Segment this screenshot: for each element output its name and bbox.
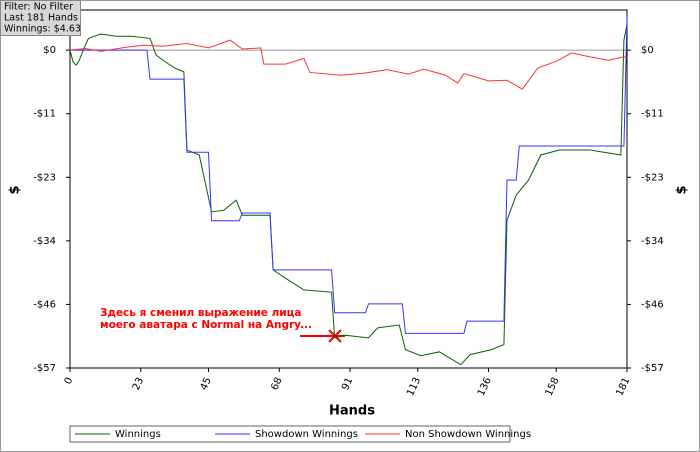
y-axis-title: $ <box>8 185 23 194</box>
series-line <box>69 24 628 366</box>
y2-tick-label: -$23 <box>641 172 664 183</box>
y-tick-label: -$23 <box>33 172 56 183</box>
annotation: Здесь я сменил выражение лица <box>100 307 301 319</box>
info-line: Last 181 Hands <box>4 13 78 24</box>
series-line <box>70 16 628 334</box>
y-tick-label: -$46 <box>33 299 56 310</box>
legend-label: Showdown Winnings <box>255 429 358 440</box>
series-line <box>69 39 628 90</box>
x-axis-title: Hands <box>329 404 375 419</box>
legend <box>69 425 511 443</box>
legend-label: Non Showdown Winnings <box>405 429 531 440</box>
y-tick-label: -$34 <box>33 236 56 247</box>
y2-tick-label: -$11 <box>641 109 664 120</box>
x-tick-label: 23 <box>131 376 146 392</box>
legend-label: Winnings <box>115 429 161 440</box>
y2-tick-label: -$57 <box>641 363 664 374</box>
y2-tick-label: $0 <box>641 45 654 56</box>
y2-axis-title: $ <box>675 185 690 194</box>
x-tick-label: 45 <box>199 376 214 392</box>
y-tick-label: -$11 <box>33 109 56 120</box>
info-line: Winnings: $4.63 <box>4 24 81 35</box>
x-tick-label: 91 <box>340 376 355 392</box>
y2-tick-label: -$34 <box>641 236 664 247</box>
annotation: моего аватара с Normal на Angry... <box>100 319 312 331</box>
info-box: Filter: No Filter Last 181 Hands Winning… <box>0 0 81 36</box>
y2-tick-label: -$46 <box>641 299 664 310</box>
plot-area <box>69 9 628 369</box>
x-tick-label: 68 <box>269 376 284 392</box>
y-tick-label: $0 <box>43 45 56 56</box>
x-tick-label: 0 <box>63 376 76 386</box>
info-bg <box>0 0 81 36</box>
y-tick-label: -$57 <box>33 363 56 374</box>
info-line: Filter: No Filter <box>4 2 73 13</box>
